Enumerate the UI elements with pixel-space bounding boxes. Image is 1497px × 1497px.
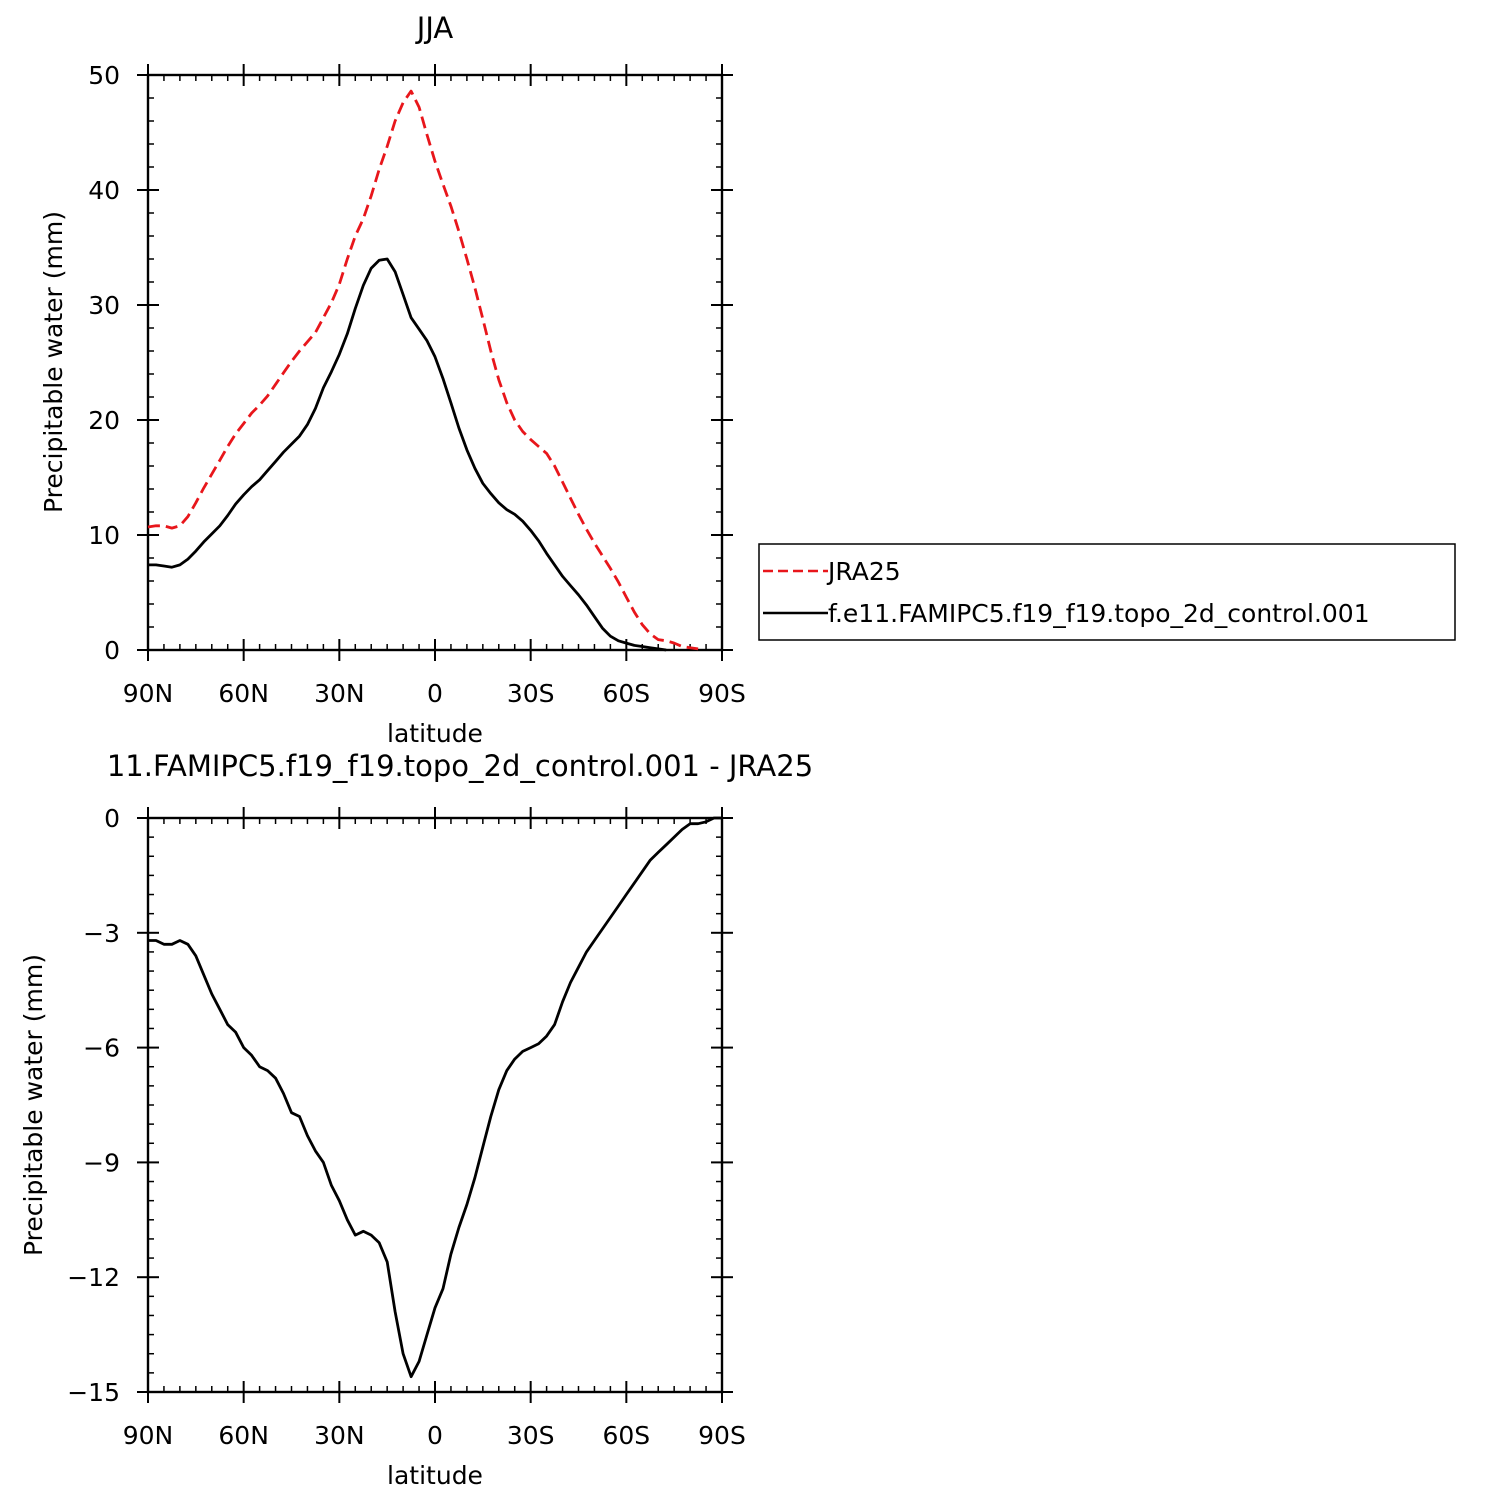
- top-panel-title: JJA: [415, 11, 454, 45]
- bottom-series-line-0: [148, 816, 722, 1379]
- bottom-panel-xlabel: latitude: [387, 1461, 483, 1490]
- top-y-tick-label: 20: [88, 406, 120, 435]
- top-panel-xlabel: latitude: [387, 719, 483, 748]
- top-y-tick-label: 50: [88, 61, 120, 90]
- bottom-x-tick-label: 90N: [123, 1421, 174, 1450]
- bottom-y-tick-label: −9: [83, 1148, 120, 1177]
- top-y-tick-label: 0: [104, 636, 120, 665]
- top-x-tick-label: 0: [427, 679, 443, 708]
- top-panel-ylabel: Precipitable water (mm): [39, 211, 68, 513]
- bottom-y-tick-label: −6: [83, 1034, 120, 1063]
- top-series-line-0: [147, 89, 699, 651]
- bottom-y-tick-label: −3: [83, 919, 120, 948]
- top-x-tick-label: 60S: [602, 679, 650, 708]
- bottom-x-tick-label: 30S: [507, 1421, 555, 1450]
- legend-box: [758, 543, 1456, 641]
- top-y-tick-label: 10: [88, 521, 120, 550]
- top-y-tick-label: 30: [88, 291, 120, 320]
- bottom-x-tick-label: 0: [427, 1421, 443, 1450]
- bottom-x-tick-label: 60N: [218, 1421, 269, 1450]
- top-x-tick-label: 30N: [314, 679, 365, 708]
- top-series-line-1: [148, 257, 667, 652]
- legend: JRA25 f.e11.FAMIPC5.f19_f19.topo_2d_cont…: [758, 543, 1456, 641]
- bottom-y-tick-label: −15: [67, 1378, 120, 1407]
- top-x-tick-label: 30S: [507, 679, 555, 708]
- top-panel: JJA latitude Precipitable water (mm) 90N…: [39, 11, 746, 748]
- bottom-x-tick-label: 90S: [698, 1421, 746, 1450]
- top-x-tick-label: 90S: [698, 679, 746, 708]
- legend-label-jra25: JRA25: [826, 557, 901, 586]
- bottom-panel-title: 11.FAMIPC5.f19_f19.topo_2d_control.001 -…: [107, 749, 813, 783]
- top-x-tick-label: 60N: [218, 679, 269, 708]
- top-x-tick-label: 90N: [123, 679, 174, 708]
- bottom-panel: 11.FAMIPC5.f19_f19.topo_2d_control.001 -…: [19, 749, 813, 1490]
- bottom-panel-ylabel: Precipitable water (mm): [19, 954, 48, 1256]
- bottom-y-tick-label: −12: [67, 1263, 120, 1292]
- top-y-tick-label: 40: [88, 176, 120, 205]
- bottom-x-tick-label: 60S: [602, 1421, 650, 1450]
- legend-label-model: f.e11.FAMIPC5.f19_f19.topo_2d_control.00…: [828, 599, 1370, 628]
- bottom-y-tick-label: 0: [104, 804, 120, 833]
- bottom-x-tick-label: 30N: [314, 1421, 365, 1450]
